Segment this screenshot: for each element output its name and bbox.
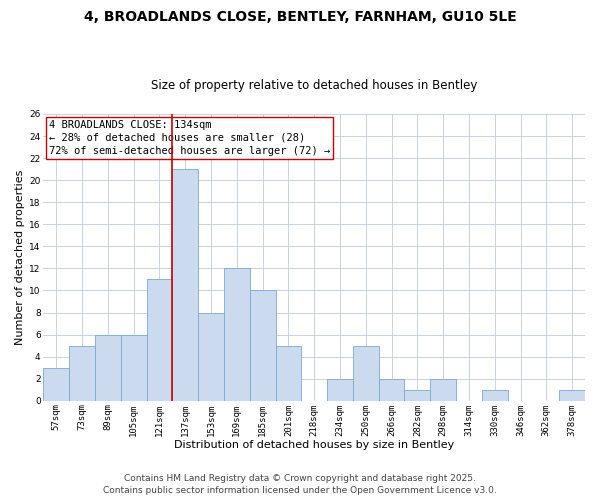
Text: 4, BROADLANDS CLOSE, BENTLEY, FARNHAM, GU10 5LE: 4, BROADLANDS CLOSE, BENTLEY, FARNHAM, G… — [83, 10, 517, 24]
Bar — [327, 378, 353, 401]
Bar — [353, 346, 379, 401]
Bar — [559, 390, 585, 401]
Bar — [95, 334, 121, 401]
Bar — [69, 346, 95, 401]
Bar — [379, 378, 404, 401]
Y-axis label: Number of detached properties: Number of detached properties — [15, 170, 25, 345]
Bar — [482, 390, 508, 401]
Text: 4 BROADLANDS CLOSE: 134sqm
← 28% of detached houses are smaller (28)
72% of semi: 4 BROADLANDS CLOSE: 134sqm ← 28% of deta… — [49, 120, 330, 156]
Bar — [121, 334, 146, 401]
Bar — [146, 280, 172, 401]
Bar — [224, 268, 250, 401]
Bar — [198, 312, 224, 401]
X-axis label: Distribution of detached houses by size in Bentley: Distribution of detached houses by size … — [174, 440, 454, 450]
Bar — [250, 290, 275, 401]
Bar — [172, 169, 198, 401]
Bar — [43, 368, 69, 401]
Bar — [430, 378, 456, 401]
Bar — [275, 346, 301, 401]
Bar — [404, 390, 430, 401]
Text: Contains HM Land Registry data © Crown copyright and database right 2025.
Contai: Contains HM Land Registry data © Crown c… — [103, 474, 497, 495]
Title: Size of property relative to detached houses in Bentley: Size of property relative to detached ho… — [151, 79, 478, 92]
